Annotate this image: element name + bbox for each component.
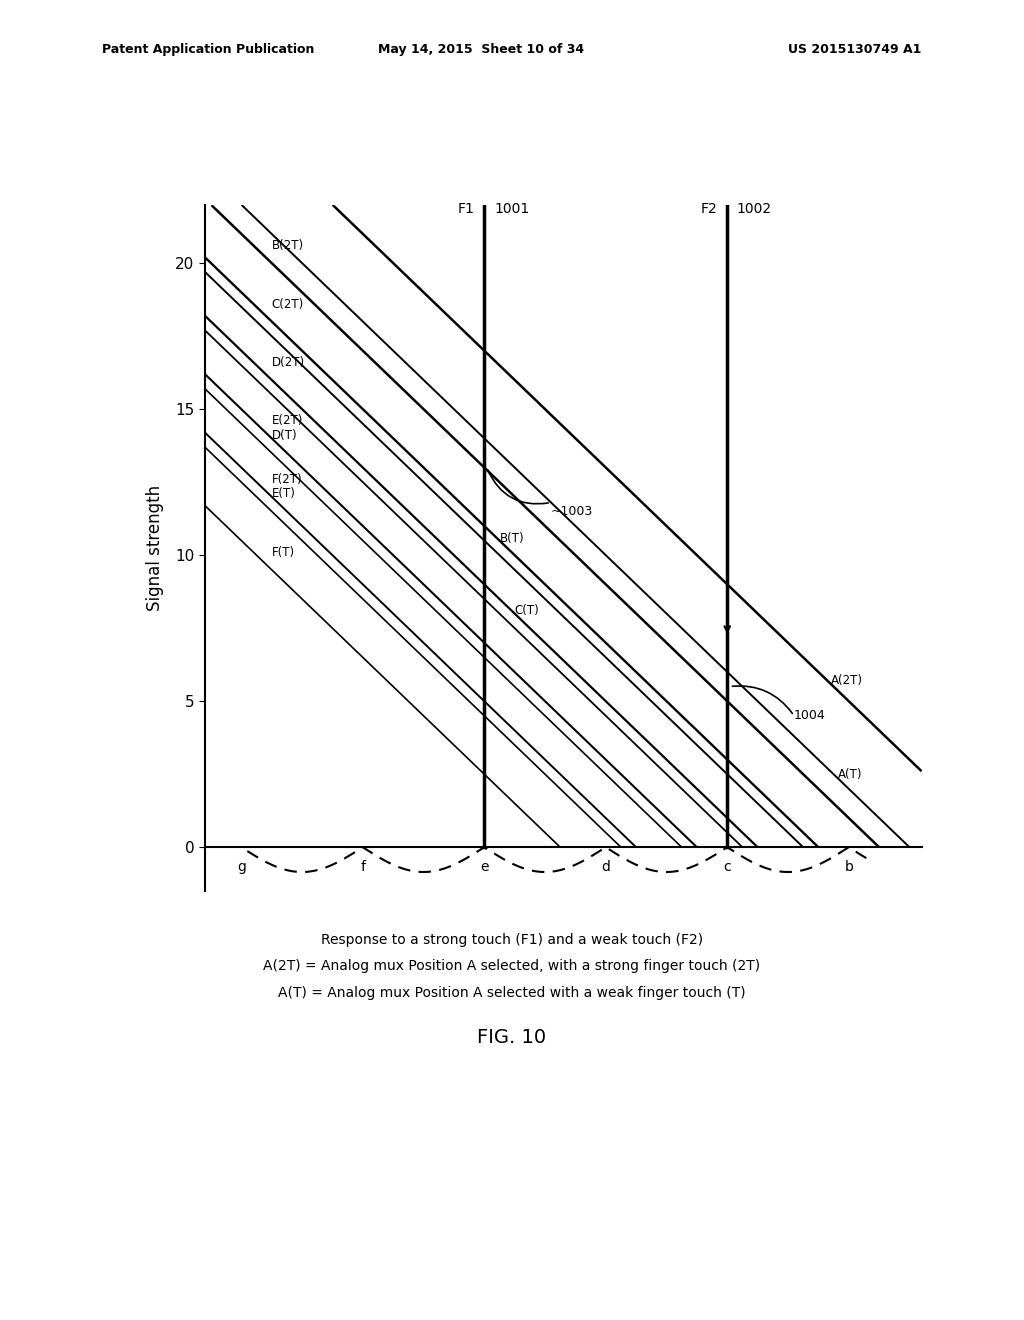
Text: A(2T) = Analog mux Position A selected, with a strong finger touch (2T): A(2T) = Analog mux Position A selected, … — [263, 960, 761, 973]
Text: F(2T): F(2T) — [271, 473, 302, 486]
Text: 1002: 1002 — [737, 202, 772, 216]
Text: D(T): D(T) — [271, 429, 297, 442]
Text: A(T) = Analog mux Position A selected with a weak finger touch (T): A(T) = Analog mux Position A selected wi… — [279, 986, 745, 999]
Text: FIG. 10: FIG. 10 — [477, 1028, 547, 1047]
Text: Response to a strong touch (F1) and a weak touch (F2): Response to a strong touch (F1) and a we… — [321, 933, 703, 946]
Text: F(T): F(T) — [271, 546, 295, 558]
Text: A(2T): A(2T) — [830, 673, 862, 686]
Text: Patent Application Publication: Patent Application Publication — [102, 42, 314, 55]
Text: E(2T): E(2T) — [271, 414, 303, 428]
Text: US 2015130749 A1: US 2015130749 A1 — [788, 42, 922, 55]
Text: F1: F1 — [458, 202, 474, 216]
Text: C(T): C(T) — [515, 605, 540, 618]
Text: C(2T): C(2T) — [271, 297, 304, 310]
Text: D(2T): D(2T) — [271, 356, 305, 370]
Text: 1004: 1004 — [794, 709, 825, 722]
Text: May 14, 2015  Sheet 10 of 34: May 14, 2015 Sheet 10 of 34 — [378, 42, 585, 55]
Text: E(T): E(T) — [271, 487, 296, 500]
Y-axis label: Signal strength: Signal strength — [146, 484, 164, 611]
Text: ~1003: ~1003 — [551, 506, 593, 519]
Text: B(2T): B(2T) — [271, 239, 304, 252]
Text: A(T): A(T) — [838, 768, 862, 781]
Text: 1001: 1001 — [494, 202, 529, 216]
Text: B(T): B(T) — [500, 532, 524, 545]
Text: F2: F2 — [700, 202, 718, 216]
